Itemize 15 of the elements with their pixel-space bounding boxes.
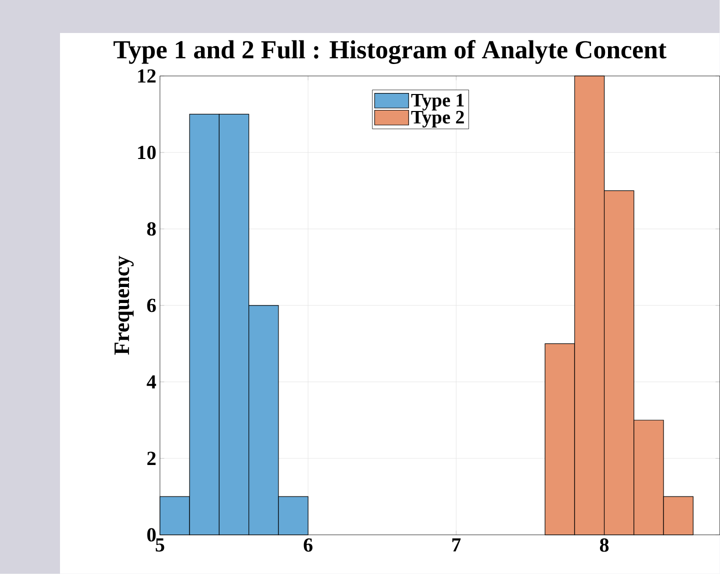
x-tick-label: 7 bbox=[452, 538, 461, 552]
y-tick-label: 10 bbox=[138, 146, 156, 160]
y-tick-label: 6 bbox=[147, 298, 156, 312]
y-tick-label: 12 bbox=[138, 69, 156, 83]
legend-label: Type 1 bbox=[411, 94, 464, 111]
x-tick-label: 8 bbox=[600, 538, 609, 552]
y-axis-title: Frequency bbox=[114, 256, 134, 355]
x-tick-label: 6 bbox=[304, 538, 312, 552]
y-tick-label: 2 bbox=[147, 452, 156, 466]
y-tick-label: 0 bbox=[147, 528, 156, 542]
y-tick-label: 8 bbox=[147, 222, 156, 236]
legend-label: Type 2 bbox=[411, 110, 464, 128]
chart-title: Type 1 and 2 Full : Histogram of Analyte Concent bbox=[114, 40, 666, 64]
x-tick-label: 5 bbox=[156, 538, 164, 552]
y-tick-label: 4 bbox=[146, 375, 156, 389]
